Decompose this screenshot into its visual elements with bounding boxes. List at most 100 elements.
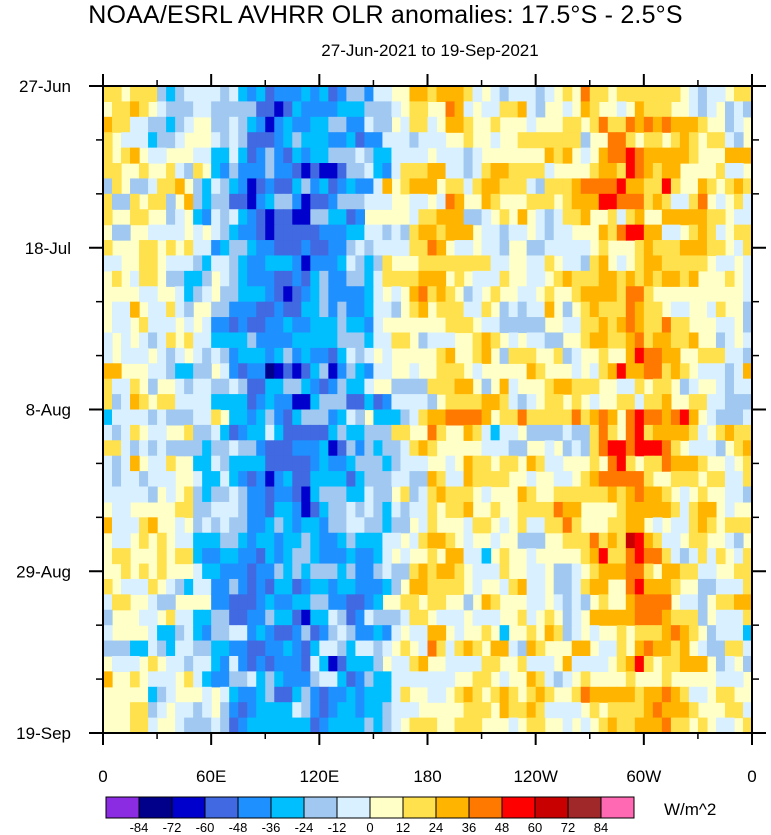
anomaly-cell xyxy=(697,717,708,733)
anomaly-cell xyxy=(292,717,302,733)
anomaly-cell xyxy=(598,147,609,164)
anomaly-cell xyxy=(427,517,438,534)
anomaly-cell xyxy=(355,548,365,565)
anomaly-cell xyxy=(301,640,311,657)
anomaly-cell xyxy=(499,517,510,534)
anomaly-cell xyxy=(265,209,275,226)
anomaly-cell xyxy=(166,193,176,210)
anomaly-cell xyxy=(373,532,384,549)
anomaly-cell xyxy=(139,471,149,488)
anomaly-cell xyxy=(400,548,411,565)
anomaly-cell xyxy=(292,347,302,364)
anomaly-cell xyxy=(526,702,537,719)
anomaly-cell xyxy=(148,409,158,426)
anomaly-cell xyxy=(661,671,672,688)
anomaly-cell xyxy=(517,655,528,672)
anomaly-cell xyxy=(364,671,375,688)
anomaly-cell xyxy=(544,394,555,411)
anomaly-cell xyxy=(418,86,429,102)
anomaly-cell xyxy=(292,409,302,426)
anomaly-cell xyxy=(229,193,239,210)
anomaly-cell xyxy=(724,347,735,364)
anomaly-cell xyxy=(634,147,645,164)
anomaly-cell xyxy=(400,394,411,411)
anomaly-cell xyxy=(589,578,600,595)
anomaly-cell xyxy=(229,101,239,118)
anomaly-cell xyxy=(112,178,122,195)
anomaly-cell xyxy=(472,671,483,688)
anomaly-cell xyxy=(463,455,474,472)
anomaly-cell xyxy=(175,286,185,303)
anomaly-cell xyxy=(661,240,672,257)
anomaly-cell xyxy=(193,378,203,395)
anomaly-cell xyxy=(589,363,600,380)
anomaly-cell xyxy=(175,347,185,364)
anomaly-cell xyxy=(445,378,456,395)
anomaly-cell xyxy=(625,455,636,472)
anomaly-cell xyxy=(427,671,438,688)
anomaly-cell xyxy=(562,424,573,441)
anomaly-cell xyxy=(652,147,663,164)
anomaly-cell xyxy=(643,132,654,149)
anomaly-cell xyxy=(166,301,176,318)
anomaly-cell xyxy=(634,209,645,226)
anomaly-cell xyxy=(283,686,293,703)
anomaly-cell xyxy=(283,378,293,395)
anomaly-cell xyxy=(463,501,474,518)
anomaly-cell xyxy=(274,655,284,672)
anomaly-cell xyxy=(184,655,194,672)
anomaly-cell xyxy=(103,471,113,488)
anomaly-cell xyxy=(247,440,257,457)
anomaly-cell xyxy=(589,116,600,133)
anomaly-cell xyxy=(670,471,681,488)
anomaly-cell xyxy=(517,532,528,549)
anomaly-cell xyxy=(193,424,203,441)
anomaly-cell xyxy=(589,486,600,503)
anomaly-cell xyxy=(445,163,456,180)
colorbar-label: -84 xyxy=(130,820,149,835)
anomaly-cell xyxy=(535,455,546,472)
anomaly-cell xyxy=(661,424,672,441)
anomaly-cell xyxy=(346,594,356,611)
anomaly-cell xyxy=(652,224,663,241)
x-tick-label: 60E xyxy=(196,767,226,786)
anomaly-cell xyxy=(661,640,672,657)
anomaly-cell xyxy=(724,671,735,688)
anomaly-cell xyxy=(598,286,609,303)
anomaly-cell xyxy=(229,563,239,580)
anomaly-cell xyxy=(364,240,375,257)
anomaly-cell xyxy=(157,563,167,580)
anomaly-cell xyxy=(724,147,735,164)
anomaly-cell xyxy=(238,209,248,226)
anomaly-cell xyxy=(238,101,248,118)
anomaly-cell xyxy=(166,671,176,688)
anomaly-cell xyxy=(598,409,609,426)
anomaly-cell xyxy=(490,594,501,611)
colorbar-swatch xyxy=(171,796,206,819)
anomaly-cell xyxy=(301,548,311,565)
anomaly-cell xyxy=(454,486,465,503)
anomaly-cell xyxy=(382,224,393,241)
anomaly-cell xyxy=(643,455,654,472)
anomaly-cell xyxy=(283,240,293,257)
anomaly-cell xyxy=(265,409,275,426)
anomaly-cell xyxy=(319,578,329,595)
anomaly-cell xyxy=(238,609,248,626)
anomaly-cell xyxy=(121,378,131,395)
anomaly-cell xyxy=(256,717,266,733)
anomaly-cell xyxy=(256,178,266,195)
anomaly-cell xyxy=(319,193,329,210)
anomaly-cell xyxy=(193,625,203,642)
anomaly-cell xyxy=(355,486,365,503)
anomaly-cell xyxy=(229,424,239,441)
anomaly-cell xyxy=(463,86,474,102)
anomaly-cell xyxy=(535,424,546,441)
anomaly-cell xyxy=(436,193,447,210)
anomaly-cell xyxy=(625,563,636,580)
anomaly-cell xyxy=(625,594,636,611)
anomaly-cell xyxy=(391,394,402,411)
anomaly-cell xyxy=(256,702,266,719)
anomaly-cell xyxy=(688,455,699,472)
anomaly-cell xyxy=(319,640,329,657)
anomaly-cell xyxy=(319,671,329,688)
